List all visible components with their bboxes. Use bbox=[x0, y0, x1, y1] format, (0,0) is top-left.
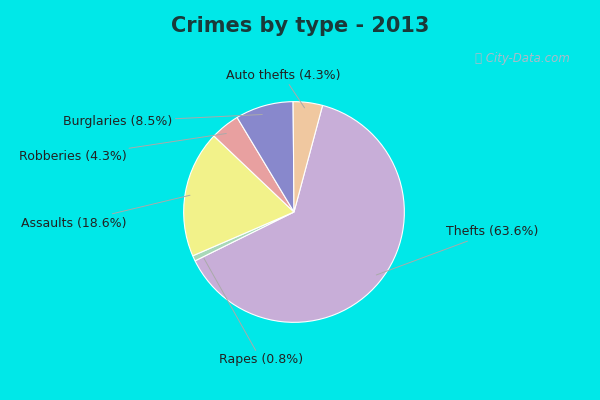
Text: Assaults (18.6%): Assaults (18.6%) bbox=[21, 195, 190, 230]
Text: Thefts (63.6%): Thefts (63.6%) bbox=[376, 225, 539, 275]
Text: Crimes by type - 2013: Crimes by type - 2013 bbox=[171, 16, 429, 36]
Text: Robberies (4.3%): Robberies (4.3%) bbox=[19, 134, 226, 163]
Wedge shape bbox=[214, 118, 294, 212]
Wedge shape bbox=[237, 102, 294, 212]
Text: Burglaries (8.5%): Burglaries (8.5%) bbox=[64, 114, 262, 128]
Wedge shape bbox=[193, 212, 294, 261]
Text: ⓘ City-Data.com: ⓘ City-Data.com bbox=[475, 52, 570, 65]
Wedge shape bbox=[184, 136, 294, 256]
Text: Rapes (0.8%): Rapes (0.8%) bbox=[204, 258, 303, 366]
Wedge shape bbox=[195, 106, 404, 322]
Text: Auto thefts (4.3%): Auto thefts (4.3%) bbox=[226, 69, 340, 108]
Wedge shape bbox=[293, 102, 323, 212]
